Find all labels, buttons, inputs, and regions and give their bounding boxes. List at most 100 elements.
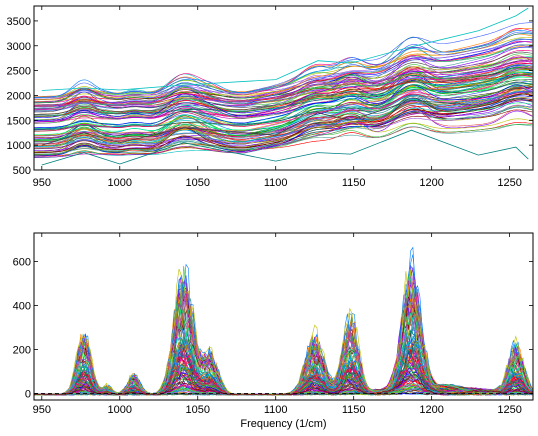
top-series-line: [34, 33, 533, 97]
top-series-line: [34, 53, 533, 117]
top-series-line: [34, 64, 533, 128]
top-series-line: [34, 74, 533, 141]
top-series-line: [34, 98, 533, 140]
bottom-series-line: [34, 309, 533, 396]
top-x-tick-label: 1200: [419, 177, 443, 189]
bottom-series-line: [34, 282, 533, 396]
bottom-series-line: [34, 311, 533, 396]
bottom-series-line: [34, 275, 533, 396]
top-series-line: [34, 66, 533, 136]
top-series-line: [34, 69, 533, 147]
top-series-line: [34, 71, 533, 123]
top-series-line: [34, 66, 533, 137]
bottom-spectra-plot: 950 1000 1050 1100 1150 1200 1250 0 200 400 600 Fr…: [13, 232, 534, 430]
top-series-line: [34, 40, 533, 99]
top-series-line: [34, 99, 533, 135]
top-series-line: [34, 57, 533, 108]
top-series-line: [34, 66, 533, 115]
top-x-tick-label: 1050: [185, 177, 209, 189]
bottom-axes-frame: [33, 232, 534, 401]
bottom-series-line: [34, 289, 533, 396]
top-series-line: [34, 86, 533, 132]
bottom-y-tick-label: 400: [13, 301, 31, 313]
top-series-line: [34, 106, 533, 155]
bottom-x-tick-label: 1000: [108, 404, 132, 416]
bottom-series-line: [34, 300, 533, 396]
top-series-line: [34, 46, 533, 123]
bottom-series-line: [34, 376, 533, 396]
bottom-series-line: [34, 246, 533, 396]
top-series-line: [34, 67, 533, 104]
top-axes-frame: [33, 5, 534, 171]
top-x-tick-label: 1100: [264, 177, 288, 189]
bottom-series-line: [34, 275, 533, 396]
bottom-series-line: [34, 294, 533, 396]
bottom-x-tick-label: 1100: [264, 404, 288, 416]
top-series-line: [34, 87, 533, 131]
bottom-series-line: [34, 295, 533, 396]
top-series-line: [34, 118, 533, 149]
top-series-line: [41, 129, 529, 166]
bottom-series-line: [34, 292, 533, 396]
top-y-tick-label: 500: [13, 165, 31, 177]
top-y-tick-label: 3500: [7, 16, 31, 28]
top-series-line: [34, 86, 533, 157]
bottom-x-tick-label: 1050: [185, 404, 209, 416]
bottom-series-line: [34, 291, 533, 396]
bottom-series-line: [34, 279, 533, 396]
bottom-series-line: [34, 297, 533, 396]
bottom-y-tick-label: 0: [25, 388, 31, 400]
bottom-x-tick-label: 1250: [497, 404, 521, 416]
top-x-tick-label: 1150: [342, 177, 366, 189]
top-series-line: [34, 98, 533, 129]
bottom-series-line: [34, 265, 533, 396]
bottom-series-line: [34, 317, 533, 396]
top-series-line: [34, 56, 533, 103]
top-y-tick-label: 1000: [7, 140, 31, 152]
bottom-series-line: [34, 254, 533, 396]
bottom-series-line: [34, 292, 533, 396]
top-series-line: [34, 64, 533, 109]
bottom-series-line: [34, 311, 533, 396]
bottom-y-tick-label: 200: [13, 344, 31, 356]
top-spectra-plot: 950 1000 1050 1100 1150 1200 1250 500 1000 1500 20…: [7, 5, 534, 189]
bottom-series-line: [34, 265, 533, 396]
top-x-tick-label: 1250: [497, 177, 521, 189]
bottom-series-line: [34, 318, 533, 396]
top-y-tick-label: 2000: [7, 90, 31, 102]
top-series-line: [34, 84, 533, 121]
top-series-line: [34, 31, 533, 107]
bottom-series-line: [34, 276, 533, 396]
bottom-series-line: [34, 306, 533, 396]
bottom-series-group: [34, 246, 533, 396]
bottom-series-line: [34, 281, 533, 396]
top-series-line: [34, 57, 533, 101]
bottom-x-axis-label: Frequency (1/cm): [240, 418, 326, 430]
top-series-line: [41, 7, 529, 91]
bottom-series-line: [34, 268, 533, 396]
bottom-y-tick-label: 600: [13, 257, 31, 269]
top-series-line: [34, 29, 533, 98]
top-series-line: [34, 124, 533, 154]
top-series-line: [34, 72, 533, 120]
top-x-tick-label: 950: [33, 177, 51, 189]
bottom-series-line: [34, 279, 533, 396]
top-y-tick-label: 2500: [7, 66, 31, 78]
top-y-tick-label: 3000: [7, 41, 31, 53]
bottom-x-tick-label: 1150: [342, 404, 366, 416]
bottom-ticks: 950 1000 1050 1100 1150 1200 1250 0 200 400 600: [13, 233, 533, 416]
top-series-line: [34, 109, 533, 146]
bottom-series-line: [34, 268, 533, 396]
bottom-x-tick-label: 950: [33, 404, 51, 416]
top-ticks: 950 1000 1050 1100 1150 1200 1250 500 1000 1500 20…: [7, 6, 533, 189]
bottom-series-line: [34, 265, 533, 396]
top-series-line: [34, 83, 533, 156]
top-series-line: [34, 99, 533, 149]
bottom-series-line: [34, 319, 533, 396]
top-series-line: [34, 93, 533, 154]
top-x-tick-label: 1000: [108, 177, 132, 189]
top-series-group: [34, 7, 533, 166]
bottom-series-line: [34, 286, 533, 396]
top-series-line: [41, 92, 529, 146]
